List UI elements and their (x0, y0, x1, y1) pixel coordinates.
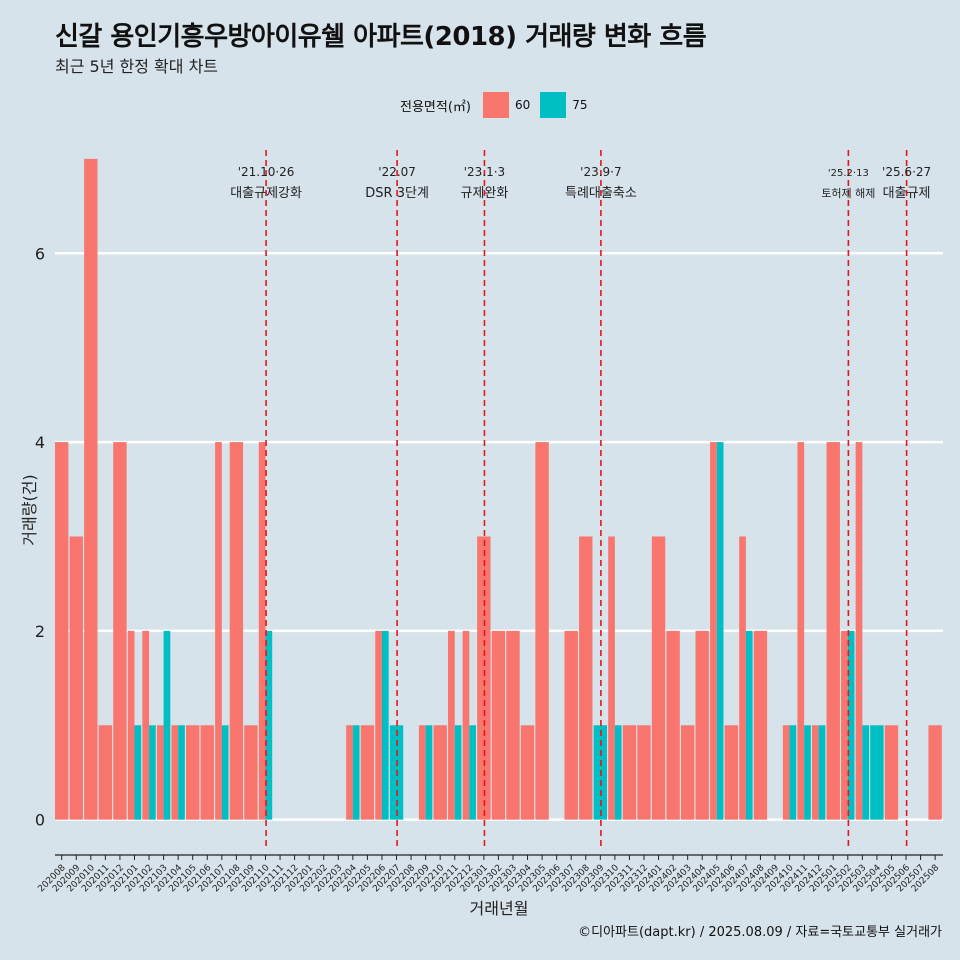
bar-60-202012 (113, 442, 127, 820)
bar-75-202504 (870, 725, 884, 820)
legend-swatch-75 (540, 92, 567, 118)
bar-75-202110 (265, 630, 273, 820)
bar-75-202107 (221, 725, 229, 820)
bar-60-202105 (186, 725, 200, 820)
event-date-label: '23.9·7 (580, 165, 621, 179)
bar-60-202204 (346, 725, 353, 820)
bar-60-202103 (156, 725, 164, 820)
bar-60-202308 (579, 536, 593, 820)
bar-75-202103 (163, 630, 171, 820)
y-axis-title: 거래량(건) (20, 474, 39, 545)
bar-60-202304 (520, 725, 535, 820)
bar-60-202008 (55, 442, 69, 820)
bar-75-202502 (847, 630, 855, 820)
event-date-label: '25.2·13 (828, 168, 869, 179)
bar-60-202412 (811, 725, 819, 820)
bar-60-202106 (200, 725, 214, 820)
chart-title: 신갈 용인기흥우방아이유쉘 아파트(2018) 거래량 변화 흐름 (55, 22, 707, 52)
chart-caption: ©디아파트(dapt.kr) / 2025.08.09 / 자료=국토교통부 실… (578, 925, 942, 940)
legend-label-75: 75 (572, 98, 588, 112)
bar-60-202210 (433, 725, 447, 820)
bar-75-202206 (381, 630, 389, 820)
bar-75-202407 (745, 630, 753, 820)
event-name-label: 규제완화 (461, 186, 509, 201)
bar-60-202405 (710, 442, 717, 820)
bar-60-202501 (826, 442, 840, 820)
bar-75-202310 (614, 725, 622, 820)
bar-60-202307 (564, 630, 578, 820)
bar-60-202205 (360, 725, 375, 820)
event-name-label: 특례대출축소 (565, 186, 637, 201)
event-name-label: 대출규제 (883, 186, 931, 201)
bar-60-202502 (841, 630, 848, 820)
bar-60-202505 (884, 725, 899, 820)
chart-subtitle: 최근 5년 한정 확대 차트 (55, 57, 219, 76)
bar-75-202212 (469, 725, 476, 820)
bar-60-202311 (622, 725, 637, 820)
bar-60-202301 (477, 536, 491, 820)
y-tick-label: 0 (35, 811, 45, 830)
bar-60-202108 (229, 442, 244, 820)
bar-60-202508 (928, 725, 942, 820)
event-date-label: '25.6·27 (882, 165, 931, 179)
bar-60-202107 (215, 442, 222, 820)
bar-60-202410 (782, 725, 790, 820)
bar-60-202402 (666, 630, 680, 820)
bar-60-202408 (753, 630, 768, 820)
bar-75-202204 (352, 725, 360, 820)
bar-75-202412 (818, 725, 826, 820)
bar-60-202302 (491, 630, 506, 820)
bar-75-202503 (862, 725, 870, 820)
legend-title: 전용면적(㎡) (400, 99, 471, 115)
bar-60-202406 (724, 725, 739, 820)
bar-60-202010 (84, 158, 98, 820)
bar-60-202411 (797, 442, 805, 820)
legend-swatch-60 (482, 92, 509, 118)
bar-60-202110 (258, 442, 266, 820)
event-name-label: 대출규제강화 (230, 186, 302, 201)
bar-75-202211 (454, 725, 462, 820)
bar-60-202101 (127, 630, 135, 820)
event-date-label: '21.10·26 (238, 165, 295, 179)
bar-75-202209 (425, 725, 433, 820)
bar-75-202102 (149, 725, 156, 820)
bar-60-202407 (739, 536, 746, 820)
bar-60-202211 (448, 630, 455, 820)
bar-75-202411 (804, 725, 811, 820)
event-name-label: DSR 3단계 (365, 186, 429, 201)
bar-60-202206 (375, 630, 382, 820)
legend: 전용면적(㎡) 60 75 (400, 92, 592, 118)
bar-60-202401 (651, 536, 666, 820)
bar-60-202310 (608, 536, 615, 820)
bar-60-202009 (69, 536, 83, 820)
legend-label-60: 60 (514, 98, 531, 112)
bar-75-202104 (178, 725, 185, 820)
bar-60-202312 (637, 725, 651, 820)
bar-60-202303 (506, 630, 520, 820)
bar-75-202101 (134, 725, 142, 820)
y-tick-label: 2 (35, 622, 45, 641)
bar-60-202403 (680, 725, 695, 820)
bar-60-202104 (171, 725, 179, 820)
bar-60-202305 (535, 442, 549, 820)
bar-60-202102 (142, 630, 150, 820)
x-axis-title: 거래년월 (470, 899, 529, 918)
bar-60-202209 (418, 725, 426, 820)
event-date-label: '22.07 (378, 165, 416, 179)
bar-75-202405 (716, 442, 724, 820)
bar-75-202410 (789, 725, 797, 820)
y-tick-label: 4 (35, 433, 45, 452)
bar-60-202212 (462, 630, 470, 820)
y-tick-label: 6 (35, 244, 45, 263)
bar-60-202503 (855, 442, 863, 820)
event-date-label: '23.1·3 (464, 165, 505, 179)
bar-60-202109 (244, 725, 258, 820)
event-name-label: 토허제 해제 (821, 186, 875, 200)
bar-60-202011 (98, 725, 113, 820)
bar-60-202404 (695, 630, 709, 820)
